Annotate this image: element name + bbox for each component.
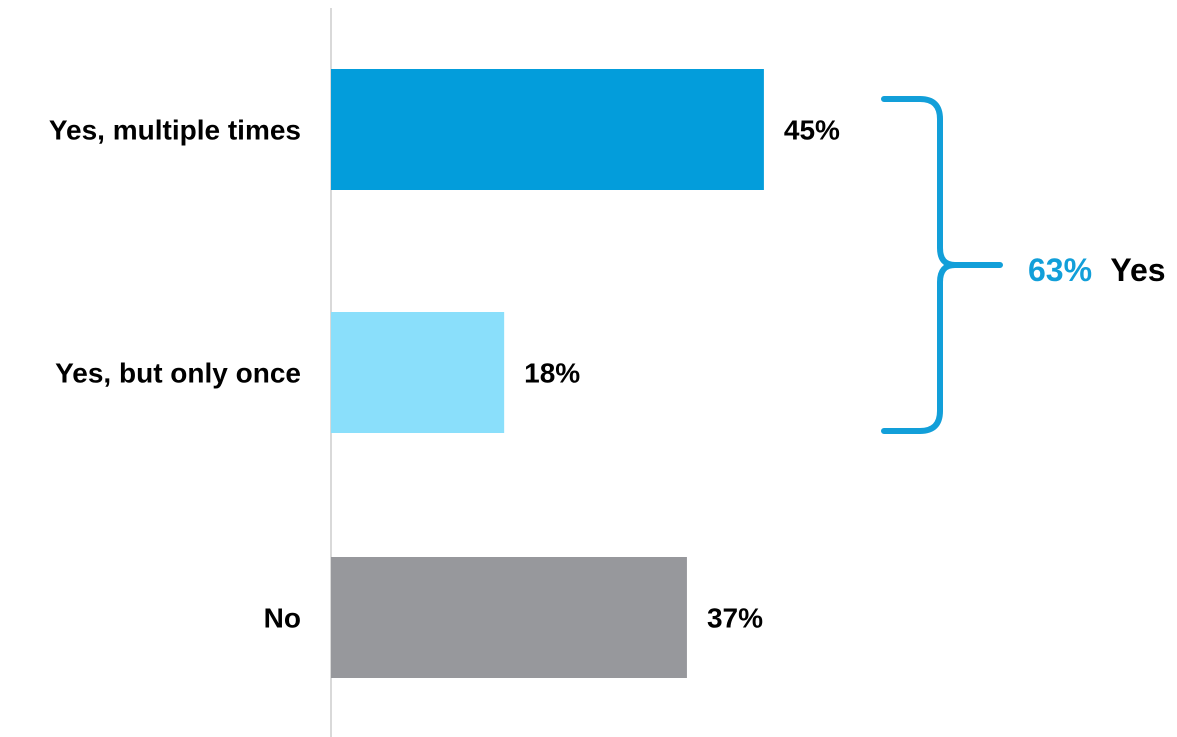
yes-total-label: Yes	[1110, 252, 1165, 288]
value-label-yes-multiple-times: 45%	[784, 115, 840, 146]
yes-total-annotation: 63% Yes	[1028, 252, 1166, 288]
bar-yes-multiple-times	[331, 69, 764, 190]
bar-no	[331, 557, 687, 678]
category-label-yes-multiple-times: Yes, multiple times	[49, 115, 301, 146]
yes-total-value: 63%	[1028, 252, 1092, 288]
bar-yes-but-only-once	[331, 312, 505, 433]
value-label-yes-but-only-once: 18%	[524, 358, 580, 389]
value-label-no: 37%	[707, 603, 763, 634]
category-label-no: No	[264, 603, 301, 634]
yes-total-bracket	[881, 96, 1003, 434]
category-label-yes-but-only-once: Yes, but only once	[55, 358, 301, 389]
